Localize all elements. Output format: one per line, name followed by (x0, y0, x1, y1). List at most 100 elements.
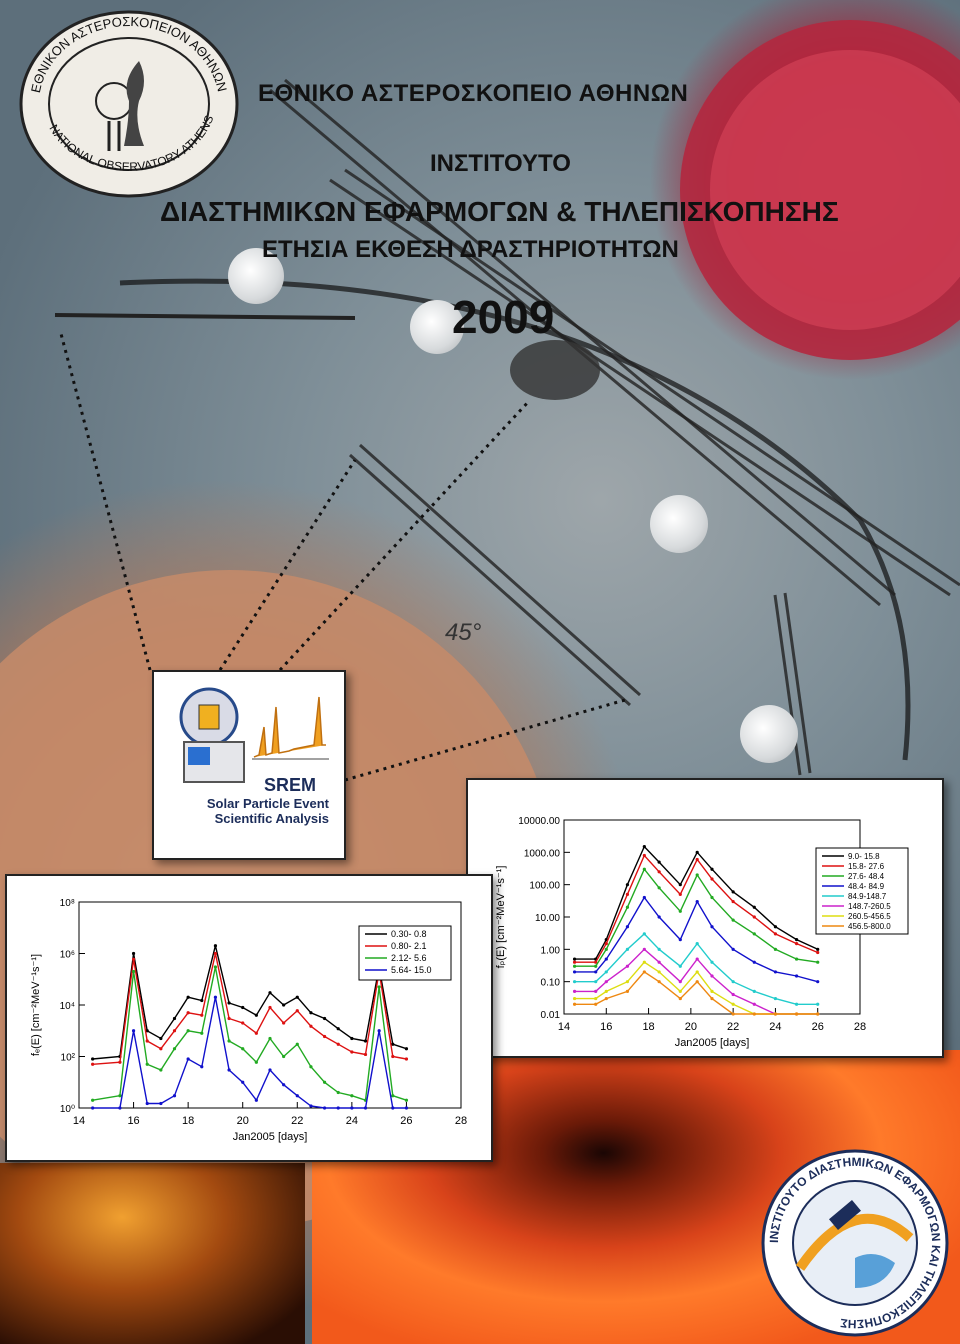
data-point (773, 970, 778, 974)
srem-logo (179, 687, 329, 783)
moon-1 (228, 248, 284, 304)
data-point (731, 980, 735, 984)
data-point (678, 938, 682, 942)
data-point (200, 998, 204, 1003)
data-point (678, 989, 682, 993)
data-point (731, 947, 735, 951)
y-tick-label: 10² (61, 1053, 76, 1064)
data-point (816, 947, 820, 951)
data-point (794, 942, 799, 946)
data-point (625, 989, 630, 993)
srem-title: SREM (264, 775, 317, 795)
x-tick-label: 14 (558, 1021, 570, 1033)
series-line-2 (574, 854, 818, 963)
data-point (816, 1002, 820, 1006)
data-point (794, 974, 799, 978)
data-point (695, 957, 699, 961)
data-point (118, 1094, 122, 1098)
data-point (604, 980, 608, 984)
data-point (254, 1060, 258, 1064)
x-tick-label: 14 (73, 1115, 85, 1127)
data-point (227, 1016, 231, 1021)
x-tick-label: 22 (291, 1115, 303, 1127)
x-tick-label: 20 (685, 1021, 697, 1033)
data-point (350, 1036, 354, 1041)
data-point (282, 1083, 286, 1087)
data-point (241, 1047, 245, 1051)
data-point (695, 873, 699, 877)
series-line-4 (574, 896, 818, 983)
data-point (391, 1094, 395, 1098)
legend-label: 27.6- 48.4 (848, 872, 885, 881)
data-point (604, 989, 608, 993)
y-tick-label: 10⁸ (60, 898, 75, 909)
data-point (254, 1013, 258, 1017)
data-point (710, 867, 714, 871)
data-point (642, 932, 646, 936)
data-point (710, 960, 714, 964)
data-point (131, 969, 136, 974)
data-point (309, 1011, 313, 1015)
data-point (710, 877, 714, 881)
y-tick-label: 10⁶ (60, 950, 75, 961)
data-point (731, 918, 735, 922)
data-point (350, 1106, 354, 1110)
data-point (363, 1106, 368, 1110)
data-point (118, 1106, 122, 1110)
data-point (91, 1106, 95, 1110)
data-point (186, 1011, 190, 1015)
data-point (695, 850, 699, 854)
x-tick-label: 24 (346, 1115, 358, 1127)
data-point (752, 960, 756, 964)
data-point (295, 1009, 299, 1013)
data-point (678, 909, 682, 913)
data-point (642, 960, 646, 964)
data-point (657, 870, 661, 874)
data-point (336, 1106, 340, 1110)
map-angle-label: 45° (445, 619, 482, 646)
x-tick-label: 26 (400, 1115, 412, 1127)
figure-icon (124, 61, 144, 146)
data-point (731, 1002, 735, 1006)
data-point (594, 970, 598, 974)
data-point (752, 905, 756, 909)
data-point (752, 1012, 756, 1016)
data-point (350, 1050, 354, 1054)
data-point (200, 1031, 204, 1035)
data-point (625, 947, 630, 951)
y-axis-label: fₚ(E) [cm⁻²MeV⁻¹s⁻¹] (495, 866, 507, 969)
data-point (657, 915, 661, 919)
data-point (309, 1104, 313, 1108)
data-point (625, 892, 630, 896)
data-point (657, 980, 661, 984)
legend-box (815, 847, 909, 935)
srem-panel: SREM Solar Particle Event Scientific Ana… (152, 670, 346, 860)
data-point (131, 1029, 136, 1033)
red-planet-glow (710, 50, 960, 330)
data-point (268, 1068, 272, 1072)
srem-spectrum-icon (253, 696, 326, 758)
data-point (773, 932, 778, 936)
legend-label: 148.7-260.5 (848, 902, 891, 911)
data-point (657, 860, 661, 864)
data-point (642, 853, 646, 858)
data-point (213, 995, 218, 999)
x-tick-label: 24 (769, 1021, 781, 1033)
data-point (172, 1094, 177, 1098)
data-point (816, 1012, 820, 1016)
data-point (282, 1003, 286, 1007)
legend-label: 456.5-800.0 (848, 922, 891, 931)
data-point (625, 964, 630, 968)
y-axis-label: fₑ(E) [cm⁻²MeV⁻¹s⁻¹] (30, 954, 42, 1056)
data-point (91, 1057, 95, 1061)
data-point (594, 996, 598, 1001)
data-point (695, 899, 699, 904)
orbit-arc (119, 278, 911, 761)
data-point (794, 938, 799, 942)
y-tick-label: 10000.00 (518, 816, 560, 827)
moon-2 (410, 300, 464, 354)
data-point (322, 1034, 327, 1039)
x-axis-label: Jan2005 [days] (233, 1131, 308, 1143)
data-point (145, 1029, 149, 1033)
